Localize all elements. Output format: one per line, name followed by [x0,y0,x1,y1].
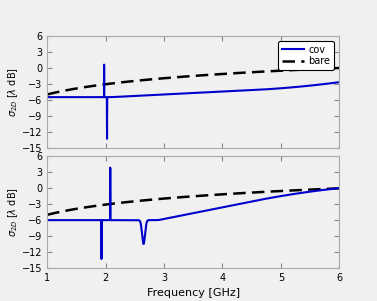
Legend: cov, bare: cov, bare [278,41,334,70]
Y-axis label: $\sigma_{2D}$ [$\lambda$ dB]: $\sigma_{2D}$ [$\lambda$ dB] [6,67,20,117]
Y-axis label: $\sigma_{2D}$ [$\lambda$ dB]: $\sigma_{2D}$ [$\lambda$ dB] [6,187,20,237]
X-axis label: Frequency [GHz]: Frequency [GHz] [147,288,240,298]
